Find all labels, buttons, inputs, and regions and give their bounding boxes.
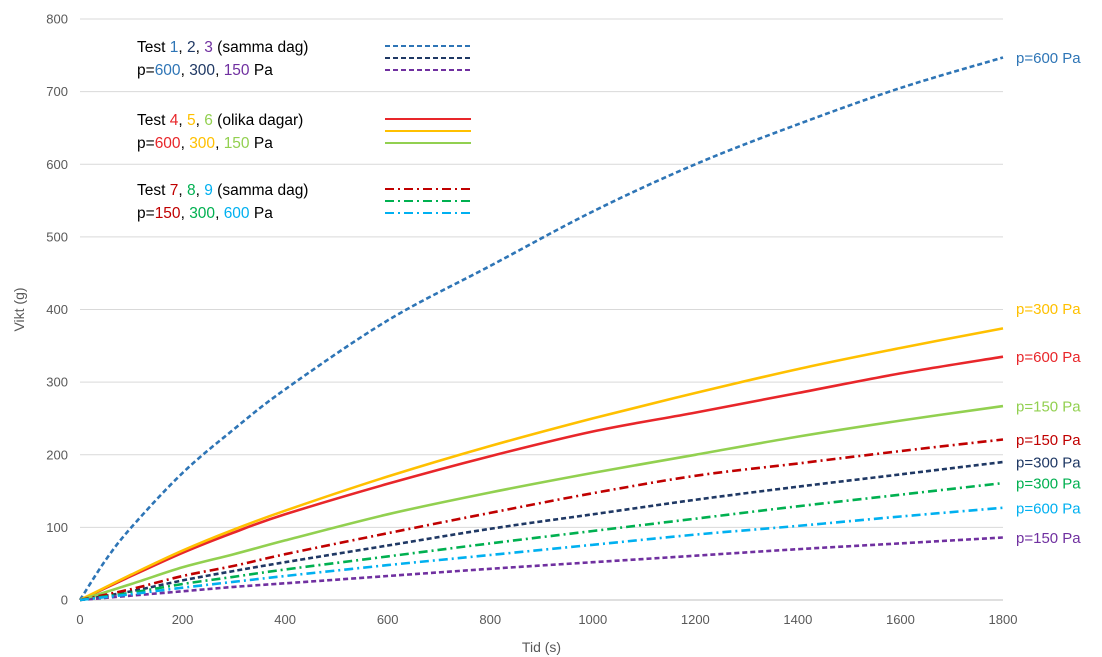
y-tick-label: 400: [46, 302, 68, 317]
legend-text-segment: p=: [137, 205, 155, 222]
legend-text-segment: ,: [178, 182, 187, 199]
legend-text-segment: ,: [196, 182, 205, 199]
x-tick-label: 1600: [886, 612, 915, 627]
x-tick-labels: 0 200 400 600 800 1000 1200 1400 1600 1800: [76, 612, 1017, 627]
series-line-test-7: [79, 438, 1004, 602]
x-tick-label: 800: [479, 612, 501, 627]
series-end-labels: p=600 Pa p=300 Pa p=150 Pa p=600 Pa p=300 Pa…: [1016, 50, 1081, 547]
legend-text-segment: 2: [187, 39, 196, 56]
legend-text-segment: 8: [187, 182, 196, 199]
x-tick-label: 1000: [578, 612, 607, 627]
x-tick-label: 1400: [783, 612, 812, 627]
legend-text-segment: Pa: [250, 135, 274, 152]
end-label-test-5: p=300 Pa: [1016, 301, 1081, 318]
legend-text-segment: 3: [204, 39, 213, 56]
legend-text-segment: 300: [189, 135, 215, 152]
legend-group-1-line1: Test 1, 2, 3 (samma dag): [137, 39, 308, 56]
legend-text-segment: ,: [196, 112, 205, 129]
y-tick-label: 500: [46, 229, 68, 244]
x-tick-label: 1200: [681, 612, 710, 627]
series-line-test-9: [79, 506, 1004, 602]
legend-text-segment: ,: [178, 112, 187, 129]
legend-text-segment: 9: [204, 182, 213, 199]
end-label-test-1: p=600 Pa: [1016, 50, 1081, 67]
end-label-test-9: p=600 Pa: [1016, 500, 1081, 517]
legend-text-segment: 300: [189, 62, 215, 79]
end-label-test-2: p=300 Pa: [1016, 455, 1081, 472]
end-label-test-8: p=300 Pa: [1016, 476, 1081, 493]
legend-text-segment: ,: [181, 135, 190, 152]
horizontal-gridlines: [80, 18, 1003, 528]
legend-text-segment: 300: [189, 205, 215, 222]
series-lines: [78, 56, 1004, 602]
series-line-test-3: [79, 536, 1004, 602]
legend-text-segment: 150: [224, 135, 250, 152]
x-axis-title: Tid (s): [522, 639, 561, 655]
end-label-test-7: p=150 Pa: [1016, 432, 1081, 449]
y-tick-label: 200: [46, 447, 68, 462]
legend-text-segment: ,: [181, 205, 190, 222]
legend-text-segment: 7: [170, 182, 179, 199]
legend-text-segment: ,: [196, 39, 205, 56]
legend-group-2-line2: p=600, 300, 150 Pa: [137, 135, 273, 152]
legend-text-segment: (olika dagar): [213, 112, 303, 129]
legend-text-segment: 5: [187, 112, 196, 129]
legend-text-segment: 4: [170, 112, 179, 129]
legend-text-segment: 600: [155, 135, 181, 152]
legend-group-1-line2: p=600, 300, 150 Pa: [137, 62, 273, 79]
legend-text-segment: p=: [137, 135, 155, 152]
legend-text-segment: Test: [137, 112, 170, 129]
y-tick-label: 100: [46, 520, 68, 535]
legend-text-segment: 6: [204, 112, 213, 129]
legend-text-segment: ,: [215, 62, 224, 79]
y-tick-label: 700: [46, 84, 68, 99]
legend-text-segment: p=: [137, 62, 155, 79]
y-tick-label: 300: [46, 375, 68, 390]
legend-text-segment: Pa: [250, 205, 274, 222]
y-axis-title: Vikt (g): [11, 287, 27, 331]
x-tick-label: 400: [274, 612, 296, 627]
legend-group-2-line1: Test 4, 5, 6 (olika dagar): [137, 112, 303, 129]
series-line-test-1: [78, 56, 1004, 601]
x-tick-label: 200: [172, 612, 194, 627]
y-tick-label: 800: [46, 12, 68, 27]
legend-text-segment: ,: [215, 205, 224, 222]
end-label-test-3: p=150 Pa: [1016, 530, 1081, 547]
legend-text-segment: 600: [155, 62, 181, 79]
legend-text-segment: 150: [155, 205, 181, 222]
legend-text-segment: (samma dag): [213, 182, 309, 199]
legend: Test 1, 2, 3 (samma dag) p=600, 300, 150 …: [137, 39, 471, 222]
legend-text-segment: Test: [137, 182, 170, 199]
x-tick-label: 1800: [989, 612, 1018, 627]
legend-text-segment: 1: [170, 39, 179, 56]
series-line-test-5: [79, 327, 1004, 602]
legend-text-segment: Pa: [250, 62, 274, 79]
series-line-test-6: [79, 404, 1004, 602]
series-line-test-8: [79, 481, 1004, 602]
legend-text-segment: ,: [215, 135, 224, 152]
series-line-test-4: [79, 355, 1004, 602]
y-tick-labels: 0 100 200 300 400 500 600 700 800: [46, 12, 68, 608]
legend-text-segment: ,: [178, 39, 187, 56]
end-label-test-6: p=150 Pa: [1016, 399, 1081, 416]
x-tick-label: 600: [377, 612, 399, 627]
series-line-test-2: [79, 460, 1004, 602]
legend-text-segment: 600: [224, 205, 250, 222]
legend-text-segment: Test: [137, 39, 170, 56]
y-tick-label: 600: [46, 157, 68, 172]
legend-group-3-line1: Test 7, 8, 9 (samma dag): [137, 182, 308, 199]
legend-group-3-line2: p=150, 300, 600 Pa: [137, 205, 273, 222]
legend-text-segment: (samma dag): [213, 39, 309, 56]
end-label-test-4: p=600 Pa: [1016, 349, 1081, 366]
legend-text-segment: ,: [181, 62, 190, 79]
y-tick-label: 0: [61, 593, 68, 608]
legend-text-segment: 150: [224, 62, 250, 79]
x-tick-label: 0: [76, 612, 83, 627]
